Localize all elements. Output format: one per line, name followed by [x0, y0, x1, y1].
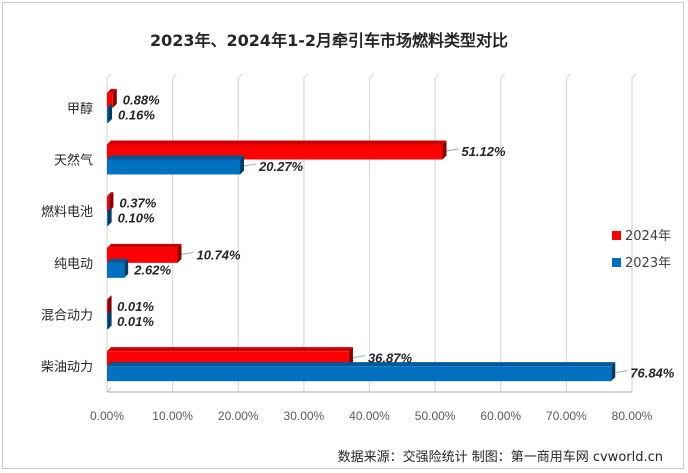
legend: 2024年 2023年	[612, 229, 671, 271]
bar	[107, 192, 114, 212]
bar-top	[107, 155, 245, 160]
bar-top	[107, 140, 447, 145]
chart-frame	[2, 2, 684, 469]
x-tick-label: 50.00%	[415, 409, 456, 423]
x-tick-label: 0.00%	[90, 409, 124, 423]
data-label: 51.12%	[461, 144, 506, 159]
bar	[107, 295, 112, 315]
gridline-depth	[500, 73, 506, 79]
bars	[107, 88, 616, 382]
category-label: 天然气	[54, 153, 93, 169]
category-label: 燃料电池	[41, 204, 93, 220]
leader-line	[181, 251, 194, 255]
data-label: 2.62%	[133, 262, 171, 277]
data-label: 10.74%	[196, 247, 241, 262]
gridline-depth	[565, 73, 571, 79]
gridline-depth	[434, 73, 440, 79]
bar-side	[109, 192, 114, 212]
bar-top	[107, 207, 112, 212]
data-label: 0.01%	[117, 299, 154, 314]
x-tick-label: 20.00%	[218, 409, 259, 423]
data-label: 0.88%	[123, 92, 160, 107]
legend-label: 2023年	[625, 256, 671, 271]
bar-top	[107, 192, 114, 197]
bar-side	[107, 310, 112, 330]
data-label: 0.37%	[119, 196, 156, 211]
bar-front	[107, 92, 113, 108]
leader-line	[615, 370, 628, 374]
bar-side	[124, 258, 129, 278]
gridline-depth	[106, 73, 112, 79]
x-tick-label: 70.00%	[546, 409, 587, 423]
legend-swatch	[612, 231, 621, 240]
data-label: 0.16%	[118, 107, 155, 122]
bar-front	[107, 314, 108, 330]
bar-top	[107, 347, 353, 352]
leader-line	[243, 163, 257, 167]
data-label: 76.84%	[630, 366, 675, 381]
bar-front	[107, 107, 109, 123]
bar	[107, 258, 129, 278]
bar-side	[348, 347, 353, 367]
legend-label: 2024年	[625, 229, 671, 244]
bar-side	[611, 362, 616, 382]
bar-side	[107, 207, 112, 227]
bar	[107, 88, 117, 108]
x-tick-label: 10.00%	[152, 409, 193, 423]
category-label: 柴油动力	[41, 360, 93, 375]
data-labels: 0.88%0.16% 51.12% 20.27% 0.37%0.10% 10.74% 2.…	[117, 92, 675, 380]
legend-swatch	[612, 258, 621, 267]
gridline-depth	[369, 73, 374, 79]
chart-title: 2023年、2024年1-2月牵引车市场燃料类型对比	[150, 31, 508, 50]
bar-side	[112, 88, 117, 108]
bar-front	[107, 262, 125, 278]
x-tick-label: 80.00%	[612, 409, 653, 423]
bar	[107, 103, 113, 123]
x-tick-label: 60.00%	[480, 409, 521, 423]
leader-line	[446, 148, 459, 152]
source-note: 数据来源：交强险统计 制图：第一商用车网 cvworld.cn	[338, 449, 663, 465]
bar-side	[240, 155, 245, 175]
leader-line	[352, 355, 366, 359]
bar-top	[107, 243, 182, 248]
bar-top	[107, 258, 129, 263]
bar-top	[107, 88, 117, 93]
bar	[107, 310, 112, 330]
gridline-depth	[172, 73, 178, 79]
gridline-depth	[631, 73, 637, 79]
bar	[107, 362, 616, 382]
x-tick-label: 40.00%	[349, 409, 390, 423]
bar-side	[107, 295, 112, 315]
bar-front	[107, 159, 241, 175]
bar	[107, 207, 112, 227]
data-label: 0.10%	[118, 211, 155, 226]
gridline-depth	[237, 73, 243, 79]
x-axis: 0.00% 10.00% 20.00% 30.00% 40.00% 50.00% 60.00…	[90, 387, 653, 423]
category-label: 混合动力	[41, 309, 93, 324]
bar-top	[107, 310, 112, 315]
bar	[107, 155, 245, 175]
data-label: 0.01%	[117, 314, 154, 329]
data-label: 20.27%	[258, 159, 304, 174]
bar-front	[107, 299, 108, 315]
bar-side	[108, 103, 113, 123]
gridlines	[106, 73, 637, 392]
bar-front	[107, 211, 108, 227]
bar-top	[107, 103, 113, 108]
data-label: 36.87%	[368, 351, 413, 366]
x-tick-label: 30.00%	[284, 409, 325, 423]
category-label: 甲醇	[67, 101, 93, 117]
gridline-depth	[303, 73, 309, 79]
bar-front	[107, 366, 612, 382]
bar-top	[107, 362, 616, 367]
bar-side	[442, 140, 447, 160]
floor-edge	[106, 387, 112, 393]
category-label: 纯电动	[54, 257, 93, 272]
bar-top	[107, 295, 112, 300]
bar-side	[177, 243, 182, 263]
bar-front	[107, 196, 110, 212]
